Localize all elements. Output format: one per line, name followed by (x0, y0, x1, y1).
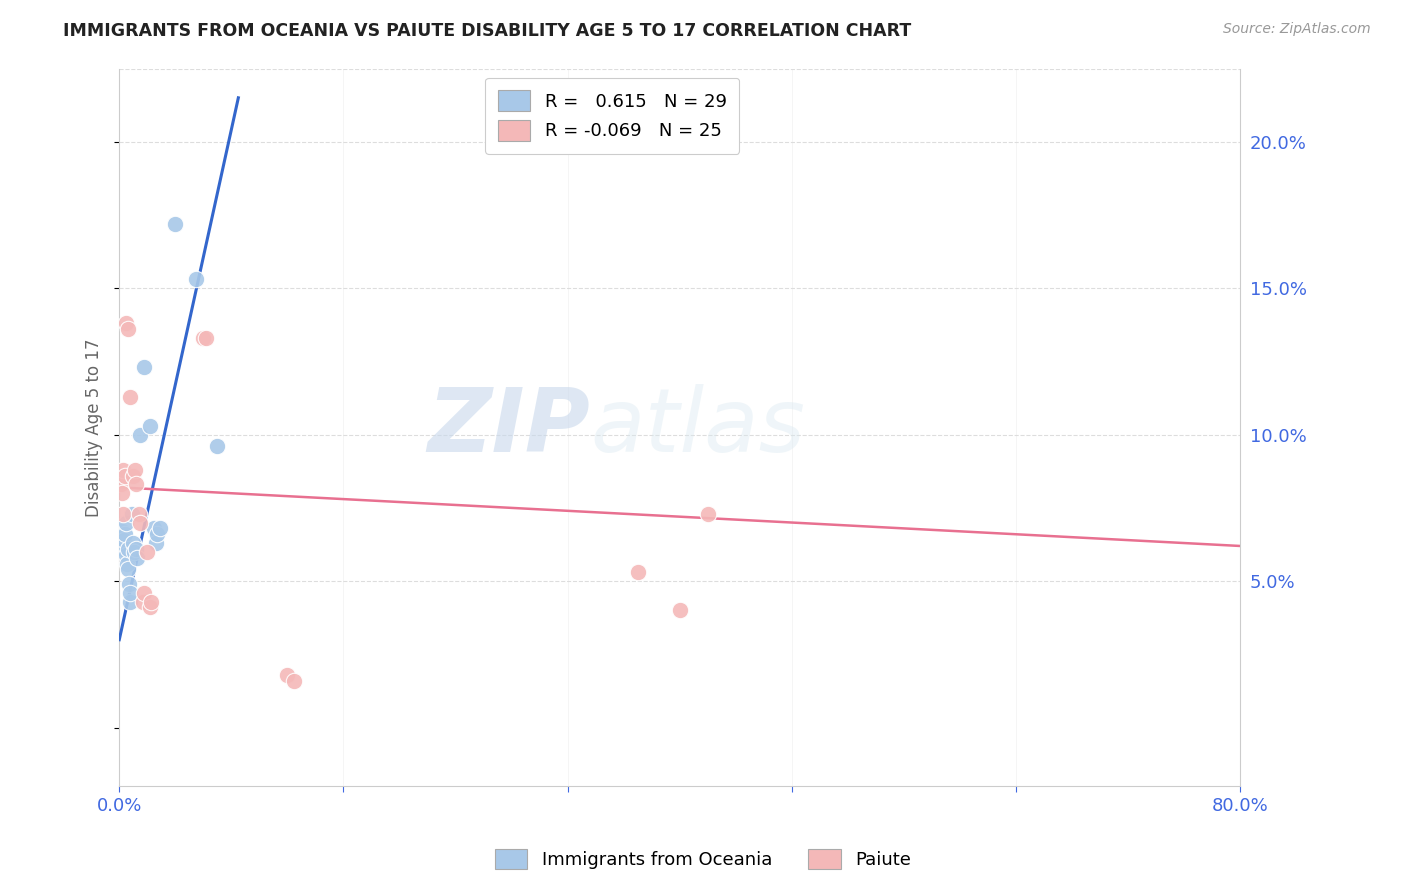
Point (696, 507, 718, 521)
Point (139, 600, 162, 615)
Text: atlas: atlas (591, 384, 804, 470)
Point (110, 536, 132, 550)
Point (207, 439, 229, 453)
Point (128, 507, 150, 521)
Point (112, 533, 135, 547)
Point (111, 524, 134, 539)
Point (121, 507, 143, 521)
Point (165, 217, 187, 231)
Legend: R =   0.615   N = 29, R = -0.069   N = 25: R = 0.615 N = 29, R = -0.069 N = 25 (485, 78, 740, 153)
Point (129, 427, 152, 442)
Text: Source: ZipAtlas.com: Source: ZipAtlas.com (1223, 22, 1371, 37)
Point (117, 562, 139, 576)
Point (276, 668, 298, 682)
Point (124, 463, 146, 477)
Point (136, 545, 159, 559)
Point (129, 516, 152, 530)
Point (195, 331, 218, 345)
Point (111, 530, 134, 544)
Text: IMMIGRANTS FROM OCEANIA VS PAIUTE DISABILITY AGE 5 TO 17 CORRELATION CHART: IMMIGRANTS FROM OCEANIA VS PAIUTE DISABI… (63, 22, 911, 40)
Point (122, 468, 145, 483)
Point (120, 586, 142, 600)
Point (186, 272, 208, 286)
Point (114, 516, 136, 530)
Point (626, 566, 648, 580)
Point (141, 594, 163, 608)
Point (145, 536, 167, 550)
Point (112, 541, 135, 556)
Point (115, 557, 138, 571)
Y-axis label: Disability Age 5 to 17: Disability Age 5 to 17 (86, 338, 103, 516)
Point (193, 331, 215, 345)
Point (125, 541, 148, 556)
Point (117, 541, 139, 556)
Text: ZIP: ZIP (427, 384, 591, 471)
Point (283, 673, 305, 688)
Point (115, 548, 138, 562)
Point (125, 477, 148, 491)
Point (117, 322, 139, 336)
Point (146, 527, 169, 541)
Point (143, 521, 166, 535)
Point (114, 527, 136, 541)
Point (118, 577, 141, 591)
Point (668, 603, 690, 617)
Point (132, 594, 155, 608)
Point (134, 586, 156, 600)
Point (110, 477, 132, 491)
Point (118, 594, 141, 608)
Point (111, 507, 134, 521)
Point (125, 550, 148, 565)
Point (139, 418, 162, 433)
Point (111, 486, 134, 500)
Point (112, 463, 135, 477)
Point (120, 390, 142, 404)
Point (149, 521, 172, 535)
Point (122, 536, 145, 550)
Point (134, 360, 156, 375)
Point (115, 316, 138, 330)
Point (122, 545, 145, 559)
Legend: Immigrants from Oceania, Paiute: Immigrants from Oceania, Paiute (486, 839, 920, 879)
Point (114, 468, 136, 483)
